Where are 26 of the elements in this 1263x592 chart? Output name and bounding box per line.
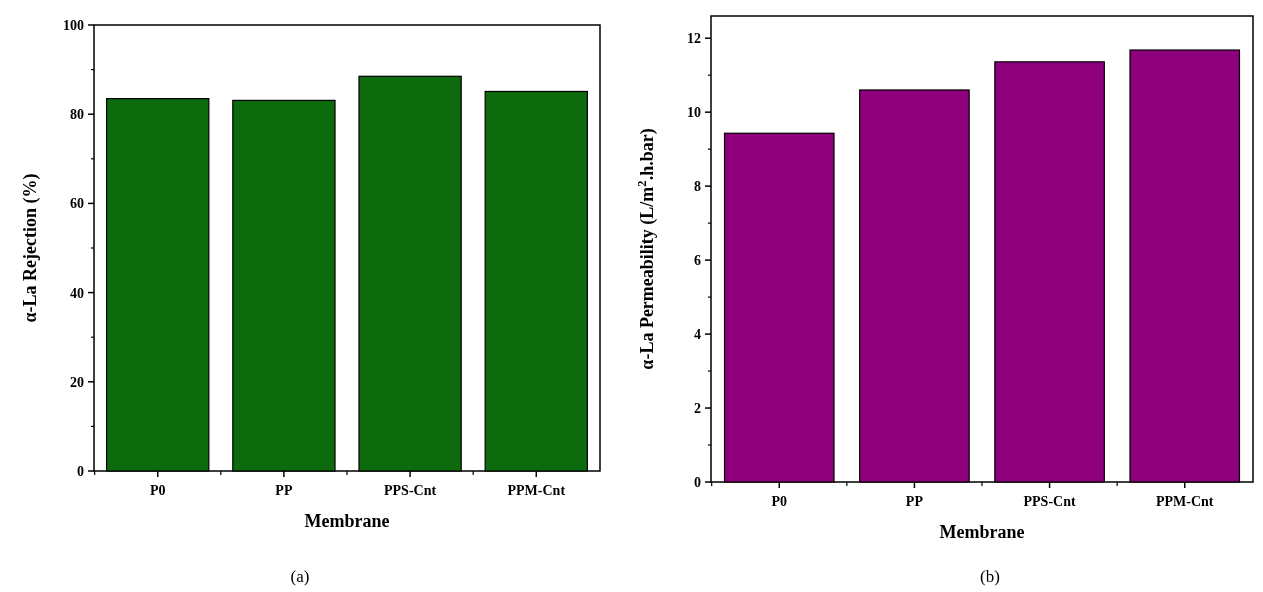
x-tick-label: PPM-Cnt [507, 483, 566, 498]
y-tick-label: 80 [70, 107, 84, 123]
x-tick-label: PPS-Cnt [384, 483, 437, 498]
x-tick-label: PPM-Cnt [1155, 494, 1214, 509]
y-tick-label: 8 [694, 179, 701, 195]
text: (b) [980, 567, 1000, 586]
y-tick-label: 60 [70, 196, 84, 212]
y-tick-label: 100 [63, 17, 84, 33]
y-tick-label: 6 [694, 253, 701, 268]
text: (a) [290, 567, 310, 586]
y-axis-title: α-La Rejection (%) [20, 173, 41, 323]
y-tick-label: 2 [694, 400, 701, 416]
x-tick-label: PPS-Cnt [1023, 494, 1076, 509]
x-tick-label: PP [275, 483, 293, 498]
y-tick-label: 0 [77, 463, 84, 479]
x-axis-title: Membrane [304, 511, 390, 531]
y-tick-label: 40 [70, 285, 84, 301]
y-tick-label: 10 [687, 105, 701, 121]
x-axis-title: Membrane [939, 522, 1025, 542]
x-tick-label: PP [905, 494, 924, 509]
y-tick-label: 0 [694, 474, 701, 490]
y-tick-label: 20 [70, 374, 84, 390]
x-tick-label: P0 [771, 494, 788, 509]
y-tick-label: 12 [687, 31, 701, 47]
x-tick-label: P0 [149, 483, 166, 498]
y-tick-label: 4 [694, 326, 701, 342]
